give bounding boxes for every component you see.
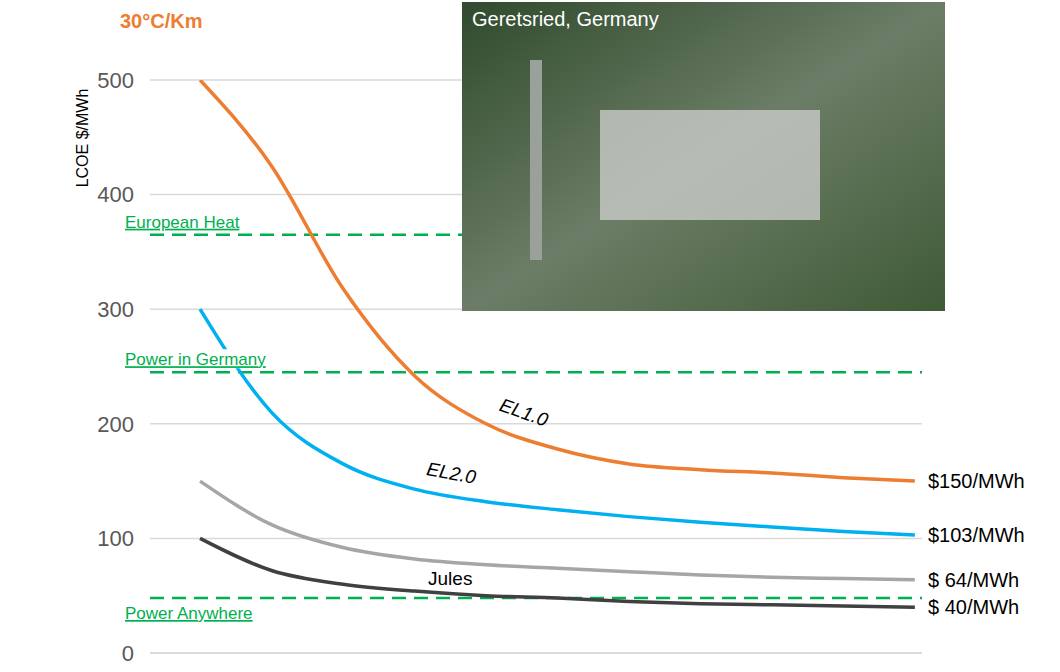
svg-text:400: 400 [97, 182, 134, 207]
svg-text:500: 500 [97, 68, 134, 93]
svg-text:LCOE $/MWh: LCOE $/MWh [74, 89, 91, 188]
svg-text:100: 100 [97, 526, 134, 551]
svg-text:EL1.0: EL1.0 [497, 394, 551, 430]
svg-text:Power in Germany: Power in Germany [125, 350, 266, 369]
svg-text:300: 300 [97, 297, 134, 322]
svg-text:200: 200 [97, 412, 134, 437]
svg-text:Power Anywhere: Power Anywhere [125, 604, 253, 623]
svg-text:European Heat: European Heat [125, 213, 240, 232]
svg-text:$ 40/MWh: $ 40/MWh [928, 596, 1019, 618]
svg-text:$ 64/MWh: $ 64/MWh [928, 569, 1019, 591]
svg-text:Jules: Jules [428, 568, 472, 589]
svg-text:EL2.0: EL2.0 [425, 458, 478, 487]
svg-text:$150/MWh: $150/MWh [928, 470, 1025, 492]
svg-text:$103/MWh: $103/MWh [928, 524, 1025, 546]
svg-text:30°C/Km: 30°C/Km [120, 10, 202, 32]
svg-text:Geretsried, Germany: Geretsried, Germany [472, 8, 659, 30]
svg-text:0: 0 [122, 641, 134, 666]
